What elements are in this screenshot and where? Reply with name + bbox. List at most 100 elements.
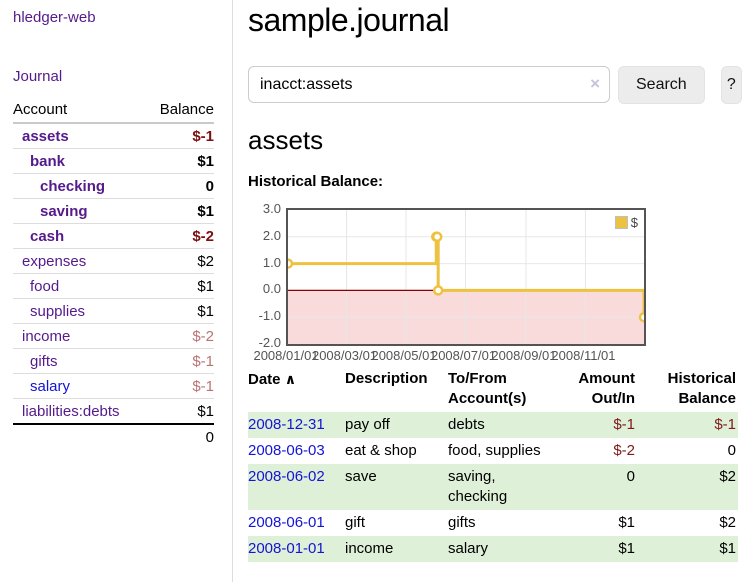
account-balance: $-1: [146, 373, 214, 399]
chart-canvas: [288, 210, 644, 344]
y-axis-tick: -2.0: [258, 335, 281, 350]
register-row[interactable]: 2008-06-02 save saving, checking 0 $2: [248, 464, 738, 510]
account-row: salary $-1: [13, 373, 214, 399]
transaction-balance: 0: [727, 442, 736, 459]
search-form: × Search ?: [248, 66, 742, 104]
account-row: liabilities:debts $1: [13, 398, 214, 424]
account-link-income[interactable]: income: [22, 328, 71, 345]
register-header-balance: Historical Balance: [667, 370, 736, 407]
account-balance: $2: [146, 248, 214, 274]
account-row: expenses $2: [13, 248, 214, 274]
account-balance: $-2: [146, 223, 214, 249]
y-axis-tick: 2.0: [262, 227, 281, 243]
transaction-amount: $-1: [613, 416, 635, 433]
register-row[interactable]: 2008-06-01 gift gifts $1 $2: [248, 510, 738, 536]
register-header-amount: Amount Out/In: [578, 370, 635, 407]
account-heading: assets: [248, 125, 324, 155]
account-row: supplies $1: [13, 298, 214, 324]
account-balance: 0: [146, 173, 214, 199]
y-axis-tick: 1.0: [262, 254, 281, 270]
register-header-row: Date ∧ Description To/From Account(s) Am…: [248, 366, 738, 412]
account-balance: $-2: [146, 323, 214, 349]
transaction-balance: $1: [719, 540, 736, 557]
account-row: income $-2: [13, 323, 214, 349]
account-balance: $1: [146, 273, 214, 299]
transaction-date-link[interactable]: 2008-01-01: [248, 540, 325, 557]
x-axis-tick: 2008/03/01: [311, 348, 378, 363]
search-input[interactable]: [248, 66, 610, 103]
register-row[interactable]: 2008-01-01 income salary $1 $1: [248, 536, 738, 562]
y-axis-tick: 3.0: [262, 201, 281, 216]
transaction-date-link[interactable]: 2008-12-31: [248, 416, 325, 433]
transaction-accounts: food, supplies: [448, 442, 541, 459]
transaction-accounts: gifts: [448, 514, 476, 531]
accounts-header-account: Account: [13, 98, 147, 124]
account-balance: $-1: [192, 128, 214, 145]
register-row[interactable]: 2008-06-03 eat & shop food, supplies $-2…: [248, 438, 738, 464]
y-axis-tick: -1.0: [258, 308, 281, 324]
accounts-total-value: 0: [146, 423, 214, 449]
sort-asc-icon: ∧: [284, 371, 297, 387]
transaction-description: save: [345, 468, 377, 485]
x-axis-tick: 2008/01/01: [253, 348, 319, 363]
y-axis-tick: 0.0: [262, 281, 281, 297]
plot-area: $: [286, 208, 646, 346]
account-balance: $1: [146, 398, 214, 424]
help-button[interactable]: ?: [720, 66, 742, 104]
transaction-amount: $1: [618, 514, 635, 531]
chart-legend: $: [612, 214, 640, 231]
search-button[interactable]: Search: [618, 66, 705, 104]
transaction-date-link[interactable]: 2008-06-03: [248, 442, 325, 459]
accounts-table: Account Balance assets $-1 bank $1 check…: [13, 98, 214, 449]
account-link-saving[interactable]: saving: [40, 203, 88, 220]
transaction-amount: $1: [618, 540, 635, 557]
account-link-liabilities-debts[interactable]: liabilities:debts: [22, 403, 120, 420]
x-axis-tick: 2008/11/01: [551, 348, 616, 363]
account-link-bank[interactable]: bank: [30, 153, 66, 170]
register-header-accounts: To/From Account(s): [448, 370, 527, 407]
chart-title: Historical Balance:: [248, 173, 384, 190]
x-axis-tick: 2008/05/01: [371, 348, 437, 363]
transaction-amount: $-2: [613, 442, 635, 459]
accounts-header-balance: Balance: [146, 98, 214, 124]
page-title: sample.journal: [248, 2, 450, 38]
register-table: Date ∧ Description To/From Account(s) Am…: [248, 366, 738, 562]
account-balance: $1: [146, 298, 214, 324]
transaction-date-link[interactable]: 2008-06-02: [248, 468, 325, 485]
account-link-assets[interactable]: assets: [22, 128, 69, 145]
register-row[interactable]: 2008-12-31 pay off debts $-1 $-1: [248, 412, 738, 438]
account-balance: $1: [146, 148, 214, 174]
account-link-supplies[interactable]: supplies: [30, 303, 86, 320]
transaction-description: pay off: [345, 416, 390, 433]
account-balance: $1: [146, 198, 214, 224]
account-link-gifts[interactable]: gifts: [30, 353, 58, 370]
x-axis-tick: 2008/07/01: [430, 348, 497, 363]
register-header-description: Description: [345, 370, 428, 387]
clear-search-icon[interactable]: ×: [590, 74, 600, 93]
account-balance: $-1: [146, 348, 214, 374]
account-link-cash[interactable]: cash: [30, 228, 65, 245]
legend-swatch: [614, 216, 628, 229]
transaction-accounts: salary: [448, 540, 489, 557]
transaction-description: gift: [345, 514, 366, 531]
account-row: assets $-1: [13, 123, 214, 149]
account-link-salary[interactable]: salary: [30, 378, 71, 395]
account-link-food[interactable]: food: [30, 278, 60, 295]
account-row: food $1: [13, 273, 214, 299]
account-row: cash $-2: [13, 223, 214, 249]
account-row: checking 0: [13, 173, 214, 199]
register-header-date[interactable]: Date ∧: [248, 371, 297, 388]
nav-journal-link[interactable]: Journal: [13, 68, 63, 85]
brand-link[interactable]: hledger-web: [13, 9, 96, 26]
transaction-balance: $2: [719, 514, 736, 531]
account-link-expenses[interactable]: expenses: [22, 253, 87, 270]
transaction-accounts: debts: [448, 416, 485, 433]
transaction-date-link[interactable]: 2008-06-01: [248, 514, 325, 531]
legend-label: $: [630, 215, 638, 230]
main-content: sample.journal × Search ? assets Histori…: [248, 0, 742, 562]
account-row: saving $1: [13, 198, 214, 224]
account-link-checking[interactable]: checking: [40, 178, 106, 195]
account-row: bank $1: [13, 148, 214, 174]
accounts-header-row: Account Balance: [13, 98, 214, 124]
transaction-accounts: saving, checking: [448, 468, 508, 505]
